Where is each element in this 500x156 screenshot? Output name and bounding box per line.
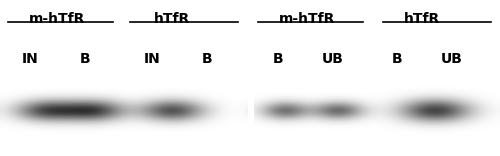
Text: m-hTfR: m-hTfR [279, 12, 335, 26]
Text: hTfR: hTfR [154, 12, 190, 26]
Text: hTfR: hTfR [404, 12, 440, 26]
Text: IN: IN [144, 52, 160, 66]
Text: B: B [80, 52, 90, 66]
Text: UB: UB [322, 52, 344, 66]
Text: B: B [202, 52, 212, 66]
Text: IN: IN [22, 52, 38, 66]
Text: B: B [392, 52, 402, 66]
Text: UB: UB [441, 52, 463, 66]
Text: B: B [272, 52, 283, 66]
Text: m-hTfR: m-hTfR [29, 12, 85, 26]
